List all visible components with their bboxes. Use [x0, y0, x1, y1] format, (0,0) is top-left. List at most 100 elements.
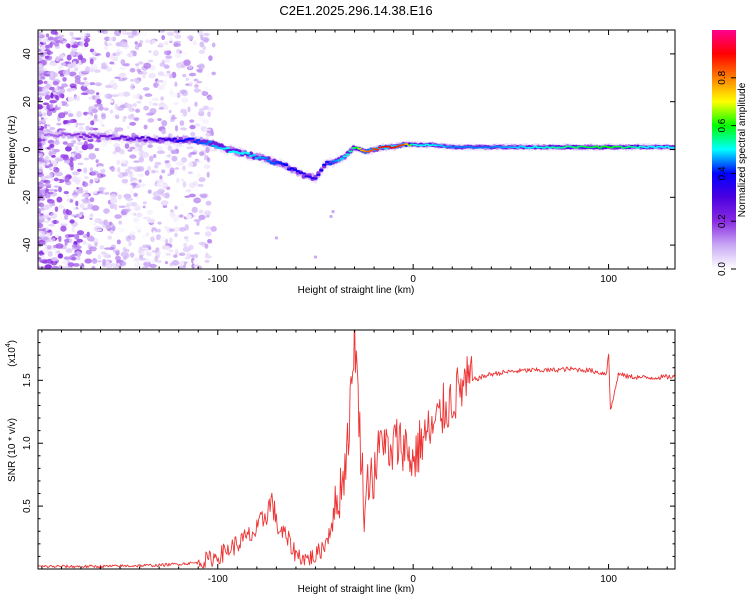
spectrogram-noise-speck: [189, 124, 196, 130]
spectrogram-noise-speck: [117, 194, 123, 200]
spectrogram-noise-speck: [170, 209, 174, 213]
spectrogram-noise-speck: [46, 184, 52, 188]
spectrogram-noise-speck: [148, 73, 156, 79]
spectrogram-noise-speck: [166, 70, 171, 74]
spectrogram-noise-speck: [74, 95, 81, 102]
spectrogram-noise-speck: [39, 214, 45, 221]
spectrogram-noise-speck: [81, 81, 90, 87]
spectrogram-noise-speck: [114, 146, 121, 153]
spectrogram-noise-speck: [38, 222, 44, 229]
spectrogram-noise-speck: [51, 237, 56, 242]
spectrogram-noise-speck: [129, 231, 136, 235]
spectrogram-noise-speck: [49, 99, 57, 104]
spectrogram-noise-speck: [135, 79, 140, 84]
spectrogram-noise-speck: [174, 125, 179, 132]
spectrogram-noise-speck: [138, 146, 143, 152]
spectrogram-noise-speck: [49, 203, 53, 207]
spectrogram-noise-speck: [97, 165, 104, 170]
spectrogram-ridge-cell: [348, 150, 353, 153]
spectrogram-noise-speck: [152, 102, 159, 106]
spectrogram-noise-speck: [208, 55, 213, 61]
spectrogram-noise-speck: [118, 150, 125, 155]
spectrogram-noise-speck: [174, 187, 178, 194]
spectrogram-ridge-cell: [395, 145, 400, 148]
spectrogram-y-tick-label: 20: [22, 96, 33, 108]
spectrogram-noise-speck: [193, 253, 199, 259]
spectrogram-noise-speck: [94, 82, 102, 87]
spectrogram-noise-speck: [44, 124, 48, 129]
spectrogram-noise-speck: [135, 196, 140, 200]
spectrogram-noise-speck: [98, 118, 104, 125]
spectrogram-noise-speck: [174, 205, 178, 210]
spectrogram-noise-speck: [168, 237, 173, 244]
spectrogram-noise-speck: [129, 121, 136, 126]
spectrogram-noise-speck: [39, 38, 48, 43]
spectrogram-noise-speck: [38, 103, 43, 110]
spectrogram-noise-speck: [165, 55, 173, 60]
spectrogram-noise-speck: [108, 246, 115, 251]
spectrogram-noise-speck: [191, 206, 198, 214]
spectrogram-noise-speck: [38, 256, 42, 261]
spectrogram-noise-speck: [147, 144, 153, 149]
spectrogram-noise-speck: [183, 242, 188, 248]
spectrogram-ridge-cell: [266, 156, 271, 161]
spectrogram-ridge-cell: [87, 135, 92, 139]
spectrogram-noise-speck: [74, 104, 80, 109]
spectrogram-noise-speck: [69, 199, 74, 203]
spectrogram-noise-speck: [206, 157, 211, 163]
spectrogram-noise-speck: [114, 203, 118, 211]
spectrogram-noise-speck: [48, 127, 56, 131]
spectrogram-noise-speck: [109, 99, 114, 103]
spectrogram-noise-speck: [196, 220, 200, 227]
spectrogram-noise-speck: [52, 72, 58, 78]
snr-y-tick-label: 1.0: [22, 436, 33, 450]
spectrogram-noise-speck: [113, 109, 120, 116]
colorbar-tick-label: 0.6: [717, 118, 728, 132]
spectrogram-noise-speck: [54, 31, 59, 36]
spectrogram-noise-speck: [187, 35, 194, 40]
spectrogram-noise-speck: [175, 48, 181, 54]
spectrogram-noise-speck: [202, 105, 210, 111]
spectrogram-noise-speck: [105, 84, 113, 89]
spectrogram-noise-speck: [185, 239, 189, 243]
spectrogram-noise-speck: [54, 206, 59, 212]
spectrogram-noise-speck: [77, 122, 85, 126]
spectrogram-noise-speck: [183, 236, 189, 240]
spectrogram-noise-speck: [114, 255, 121, 261]
spectrogram-noise-speck: [45, 83, 51, 89]
spectrogram-ridge-cell: [360, 149, 365, 152]
spectrogram-noise-speck: [139, 70, 148, 75]
spectrogram-noise-speck: [206, 171, 210, 178]
spectrogram-noise-speck: [148, 263, 157, 269]
spectrogram-noise-speck: [97, 254, 102, 260]
spectrogram-noise-speck: [109, 54, 117, 61]
spectrogram-noise-speck: [59, 58, 64, 62]
spectrogram-noise-speck: [181, 89, 189, 97]
spectrogram-noise-speck: [98, 106, 104, 111]
spectrogram-noise-speck: [142, 216, 151, 220]
spectrogram-noise-speck: [170, 149, 177, 155]
spectrogram-noise-speck: [67, 234, 76, 238]
spectrogram-noise-speck: [39, 259, 47, 264]
spectrogram-noise-speck: [80, 92, 88, 96]
spectrogram-ridge-cell: [143, 139, 148, 142]
snr-y-multiplier: (x104): [5, 340, 18, 367]
spectrogram-noise-speck: [105, 262, 113, 269]
spectrogram-noise-speck: [178, 214, 184, 218]
spectrogram-noise-speck: [128, 173, 134, 179]
spectrogram-noise-speck: [185, 188, 192, 193]
spectrogram-noise-speck: [82, 70, 90, 74]
spectrogram-noise-speck: [76, 238, 83, 243]
spectrogram-ridge-cell: [125, 138, 131, 141]
spectrogram-noise-speck: [64, 160, 70, 164]
spectrogram-noise-speck: [86, 113, 92, 118]
spectrogram-noise-speck: [89, 82, 96, 86]
spectrogram-noise-speck: [46, 233, 51, 237]
spectrogram-y-tick-label: 0: [22, 146, 33, 152]
spectrogram-noise-speck: [192, 40, 198, 46]
spectrogram-ridge-cell: [448, 145, 453, 148]
spectrogram-noise-speck: [60, 62, 67, 66]
spectrogram-noise-speck: [121, 178, 129, 184]
spectrogram-noise-speck: [198, 241, 206, 246]
spectrogram-noise-speck: [161, 129, 166, 135]
